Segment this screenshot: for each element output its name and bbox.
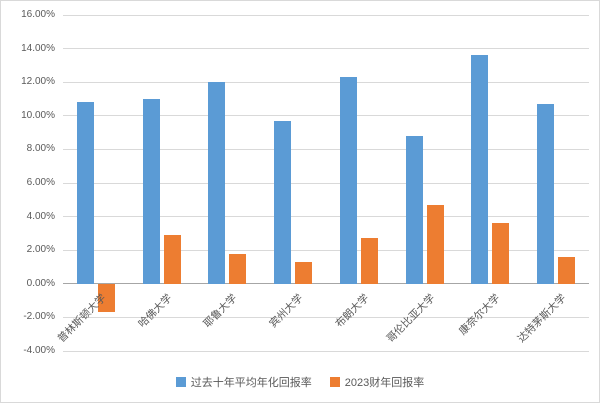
gridline <box>63 182 589 184</box>
gridline <box>63 316 589 318</box>
gridline <box>63 148 589 150</box>
bar-series1 <box>142 99 160 284</box>
gridline <box>63 249 589 251</box>
bar-series2 <box>97 283 115 313</box>
y-axis-tick-label: 16.00% <box>21 9 55 20</box>
y-axis-tick-label: 4.00% <box>26 210 55 222</box>
bar-series2 <box>360 238 378 284</box>
legend-marker-icon <box>329 377 340 387</box>
legend-marker-icon <box>175 377 186 387</box>
legend-label: 过去十年平均年化回报率 <box>190 377 312 389</box>
gridline <box>63 81 589 83</box>
y-axis-tick-label: 2.00% <box>26 244 55 256</box>
y-axis-tick-label: -2.00% <box>23 311 55 323</box>
bar-series1 <box>76 102 94 284</box>
y-axis-tick-label: 8.00% <box>26 143 55 155</box>
bar-series1 <box>471 55 489 284</box>
bar-series2 <box>295 261 313 284</box>
y-axis-tick-label: 0.00% <box>26 277 55 289</box>
zero-axis-line <box>63 283 589 285</box>
y-axis-tick-label: 12.00% <box>21 76 55 88</box>
legend-label: 2023财年回报率 <box>344 377 425 389</box>
bar-series2 <box>163 235 181 284</box>
y-axis-tick-label: 14.00% <box>21 42 55 54</box>
legend-item-1: 过去十年平均年化回报率 <box>175 374 312 390</box>
bar-series1 <box>208 82 226 284</box>
bar-series2 <box>426 204 444 284</box>
gridline <box>63 216 589 218</box>
gridline <box>63 350 589 352</box>
gridline <box>63 14 589 16</box>
bar-series1 <box>339 77 357 284</box>
bar-series2 <box>229 253 247 284</box>
bar-series1 <box>405 135 423 284</box>
bar-series1 <box>274 120 292 284</box>
y-axis-tick-label: 10.00% <box>21 109 55 121</box>
legend-item-2: 2023财年回报率 <box>329 374 425 390</box>
gridline <box>63 115 589 117</box>
bar-series2 <box>492 223 510 284</box>
y-axis-tick-label: -4.00% <box>23 345 55 356</box>
gridline <box>63 48 589 50</box>
chart-legend: 过去十年平均年化回报率 2023财年回报率 <box>1 374 599 390</box>
y-axis-tick-label: 6.00% <box>26 177 55 188</box>
bar-series2 <box>558 256 576 284</box>
bar-series1 <box>537 104 555 284</box>
